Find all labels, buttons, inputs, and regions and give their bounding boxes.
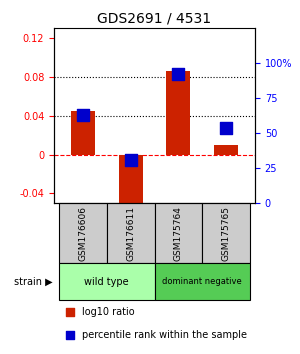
FancyBboxPatch shape bbox=[106, 203, 154, 263]
Text: GSM176606: GSM176606 bbox=[78, 206, 87, 261]
Text: dominant negative: dominant negative bbox=[163, 277, 242, 286]
Text: GSM175765: GSM175765 bbox=[222, 206, 231, 261]
Title: GDS2691 / 4531: GDS2691 / 4531 bbox=[98, 12, 212, 26]
Text: GSM176611: GSM176611 bbox=[126, 206, 135, 261]
Text: GSM175764: GSM175764 bbox=[174, 206, 183, 261]
Point bbox=[68, 332, 73, 338]
FancyBboxPatch shape bbox=[154, 203, 202, 263]
FancyBboxPatch shape bbox=[59, 263, 154, 300]
Bar bbox=[118, 155, 142, 208]
Text: strain ▶: strain ▶ bbox=[14, 277, 53, 287]
Point bbox=[80, 112, 85, 118]
Point bbox=[128, 157, 133, 162]
Bar bbox=[71, 111, 95, 155]
Point bbox=[68, 309, 73, 315]
Text: percentile rank within the sample: percentile rank within the sample bbox=[82, 330, 247, 340]
Point bbox=[224, 125, 229, 131]
FancyBboxPatch shape bbox=[202, 203, 250, 263]
Bar bbox=[167, 71, 191, 155]
FancyBboxPatch shape bbox=[154, 263, 250, 300]
FancyBboxPatch shape bbox=[59, 203, 106, 263]
Bar bbox=[214, 145, 238, 155]
Text: log10 ratio: log10 ratio bbox=[82, 307, 135, 317]
Point bbox=[176, 72, 181, 77]
Text: wild type: wild type bbox=[84, 277, 129, 287]
